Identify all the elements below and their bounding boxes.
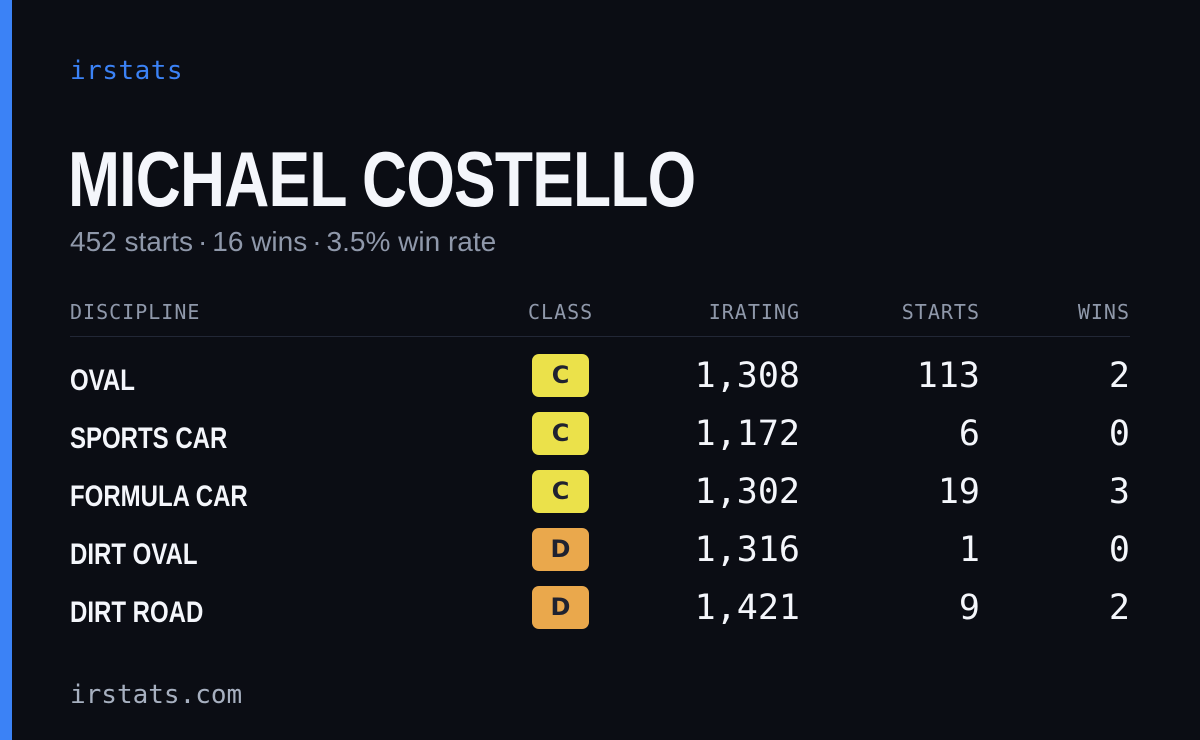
table-row: SPORTS CAR C 1,172 6 0	[70, 412, 1130, 470]
starts-value: 113	[916, 356, 980, 396]
total-wins: 16 wins	[212, 226, 308, 257]
wins-value: 0	[1108, 530, 1130, 570]
irating-value: 1,316	[694, 530, 800, 570]
win-rate: 3.5% win rate	[326, 226, 497, 257]
wins-value: 3	[1108, 472, 1130, 512]
class-badge: C	[532, 354, 589, 397]
brand-logo[interactable]: irstats	[70, 56, 184, 86]
header-irating: IRATING	[708, 300, 800, 324]
table-row: FORMULA CAR C 1,302 19 3	[70, 470, 1130, 528]
wins-value: 2	[1108, 588, 1130, 628]
driver-name: MICHAEL COSTELLO	[68, 135, 696, 223]
summary-separator: ·	[197, 226, 208, 257]
summary-separator: ·	[312, 226, 322, 257]
header-discipline: DISCIPLINE	[70, 300, 201, 324]
discipline-name: OVAL	[70, 364, 135, 397]
stats-table-header: DISCIPLINE CLASS IRATING STARTS WINS	[70, 300, 1130, 337]
class-badge: D	[532, 528, 589, 571]
discipline-name: DIRT ROAD	[70, 596, 204, 629]
class-badge: D	[532, 586, 589, 629]
header-wins: WINS	[1077, 300, 1130, 324]
footer-url[interactable]: irstats.com	[70, 680, 243, 710]
class-badge: C	[532, 412, 589, 455]
irating-value: 1,308	[694, 356, 800, 396]
table-row: DIRT ROAD D 1,421 9 2	[70, 586, 1130, 644]
wins-value: 2	[1108, 356, 1130, 396]
total-starts: 452 starts	[70, 226, 193, 257]
header-class: CLASS	[528, 300, 594, 324]
header-starts: STARTS	[901, 300, 980, 324]
table-row: OVAL C 1,308 113 2	[70, 354, 1130, 412]
starts-value: 1	[958, 530, 980, 570]
starts-value: 6	[958, 414, 980, 454]
irating-value: 1,172	[694, 414, 800, 454]
irating-value: 1,421	[694, 588, 800, 628]
class-badge: C	[532, 470, 589, 513]
discipline-name: SPORTS CAR	[70, 422, 228, 455]
table-row: DIRT OVAL D 1,316 1 0	[70, 528, 1130, 586]
driver-summary: 452 starts · 16 wins · 3.5% win rate	[70, 226, 496, 258]
irating-value: 1,302	[694, 472, 800, 512]
accent-bar	[0, 0, 12, 740]
discipline-name: FORMULA CAR	[70, 480, 248, 513]
starts-value: 19	[937, 472, 980, 512]
starts-value: 9	[958, 588, 980, 628]
discipline-name: DIRT OVAL	[70, 538, 198, 571]
wins-value: 0	[1108, 414, 1130, 454]
